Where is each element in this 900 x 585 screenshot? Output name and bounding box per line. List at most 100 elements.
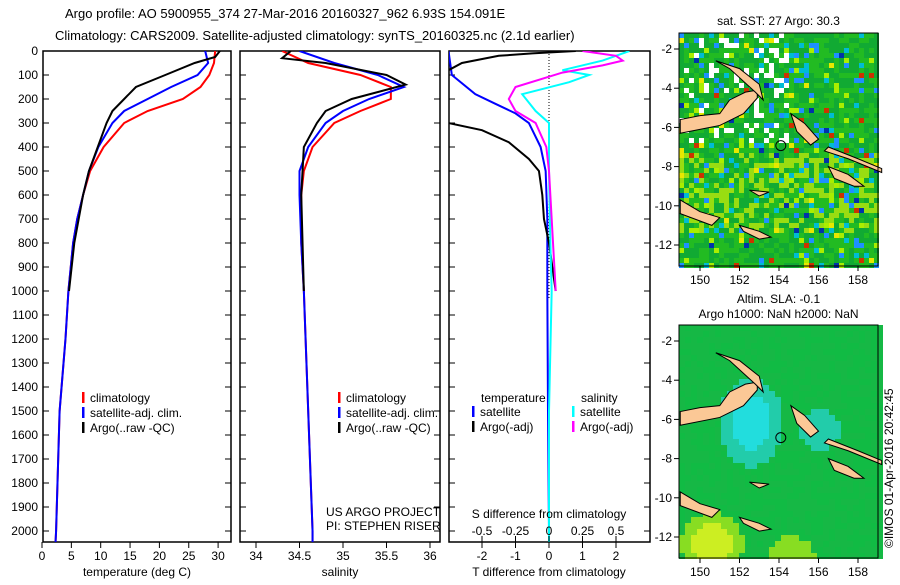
- map-cell: [763, 523, 769, 529]
- map-cell: [829, 248, 834, 253]
- map-cell: [829, 143, 834, 148]
- map-cell: [764, 83, 769, 88]
- map-cell: [824, 203, 829, 208]
- map-cell: [764, 118, 769, 123]
- map-cell: [699, 143, 704, 148]
- map-cell: [823, 331, 829, 337]
- map-cell: [739, 33, 744, 38]
- map-cell: [715, 325, 721, 331]
- map-cell: [829, 499, 835, 505]
- map-cell: [823, 505, 829, 511]
- map-cell: [744, 163, 749, 168]
- map-cell: [859, 218, 864, 223]
- map-cell: [799, 228, 804, 233]
- map-cell: [871, 433, 877, 439]
- map-cell: [835, 355, 841, 361]
- map-cell: [865, 355, 871, 361]
- map-cell: [775, 355, 781, 361]
- map-cell: [877, 541, 883, 547]
- map-cell: [874, 43, 879, 48]
- map-cell: [877, 439, 883, 445]
- map-cell: [839, 193, 844, 198]
- map-cell: [781, 331, 787, 337]
- map-cell: [829, 183, 834, 188]
- map-cell: [775, 349, 781, 355]
- map-cell: [809, 83, 814, 88]
- map-cell: [779, 63, 784, 68]
- map-cell: [724, 88, 729, 93]
- map-cell: [841, 373, 847, 379]
- map-cell: [754, 153, 759, 158]
- map-cell: [703, 331, 709, 337]
- map-cell: [819, 183, 824, 188]
- map-cell: [714, 68, 719, 73]
- map-cell: [809, 148, 814, 153]
- map-cell: [719, 178, 724, 183]
- map-cell: [764, 183, 769, 188]
- map-cell: [784, 73, 789, 78]
- map-cell: [679, 188, 684, 193]
- map-cell: [854, 73, 859, 78]
- map-cell: [864, 228, 869, 233]
- map-cell: [724, 203, 729, 208]
- map-cell: [859, 63, 864, 68]
- map-cell: [864, 173, 869, 178]
- map-cell: [719, 103, 724, 108]
- map-cell: [834, 33, 839, 38]
- map-cell: [759, 258, 764, 263]
- map-cell: [869, 128, 874, 133]
- map-cell: [784, 213, 789, 218]
- map-cell: [709, 397, 715, 403]
- map-cell: [871, 349, 877, 355]
- map-cell: [689, 133, 694, 138]
- map-cell: [799, 188, 804, 193]
- map-cell: [869, 253, 874, 258]
- map-cell: [787, 367, 793, 373]
- map-cell: [874, 88, 879, 93]
- map-cell: [847, 343, 853, 349]
- map-cell: [697, 325, 703, 331]
- map-cell: [754, 43, 759, 48]
- map-cell: [841, 361, 847, 367]
- map-cell: [709, 373, 715, 379]
- map-cell: [709, 457, 715, 463]
- map-cell: [811, 511, 817, 517]
- map-cell: [769, 98, 774, 103]
- map-cell: [769, 188, 774, 193]
- map-cell: [699, 168, 704, 173]
- map-cell: [841, 397, 847, 403]
- map-cell: [844, 73, 849, 78]
- map-cell: [769, 178, 774, 183]
- map-cell: [824, 103, 829, 108]
- map-cell: [844, 218, 849, 223]
- map-cell: [689, 38, 694, 43]
- map-cell: [759, 213, 764, 218]
- map-cell: [719, 93, 724, 98]
- map-cell: [739, 83, 744, 88]
- map-cell: [699, 198, 704, 203]
- map-cell: [775, 367, 781, 373]
- map-cell: [787, 541, 793, 547]
- map-cell: [704, 248, 709, 253]
- map-cell: [784, 233, 789, 238]
- map-cell: [751, 409, 757, 415]
- map-cell: [809, 63, 814, 68]
- map-cell: [809, 188, 814, 193]
- map-cell: [733, 337, 739, 343]
- map-cell: [854, 253, 859, 258]
- map-cell: [774, 248, 779, 253]
- map-cell: [853, 409, 859, 415]
- map-cell: [799, 158, 804, 163]
- map-cell: [685, 523, 691, 529]
- map-cell: [769, 103, 774, 108]
- map-cell: [745, 451, 751, 457]
- map-cell: [787, 475, 793, 481]
- map-cell: [859, 188, 864, 193]
- map-cell: [839, 243, 844, 248]
- map-cell: [694, 73, 699, 78]
- map-cell: [794, 233, 799, 238]
- map-cell: [869, 48, 874, 53]
- map-cell: [784, 143, 789, 148]
- map-cell: [829, 529, 835, 535]
- map-cell: [751, 361, 757, 367]
